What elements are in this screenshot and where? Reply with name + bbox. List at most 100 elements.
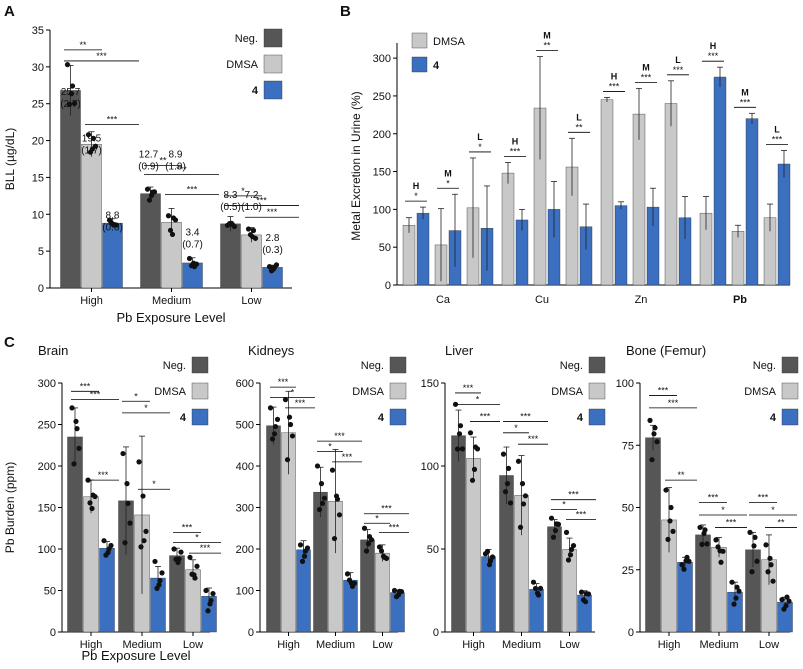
- panel-c-bone-y-tick-label: 100: [616, 378, 634, 390]
- panel-c-brain-data-point: [76, 445, 82, 451]
- panel-b-bar-dmsa-pb-m: [731, 231, 745, 286]
- panel-c-liver-data-point: [484, 548, 491, 555]
- panel-a-data-label-value: 3.4: [186, 228, 200, 239]
- panel-c-bone-data-point: [781, 606, 787, 612]
- panel-c-bone-data-point: [665, 536, 671, 542]
- panel-b-y-tick-label: 250: [373, 91, 391, 103]
- panel-c-bone-y-tick-label: 0: [628, 627, 634, 639]
- panel-c-bone-data-point: [649, 457, 655, 463]
- panel-c-liver-data-point: [530, 579, 537, 585]
- panel-a-data-point: [250, 227, 257, 234]
- panel-c-brain-legend-swatch-0: [191, 356, 209, 374]
- panel-a-data-point: [165, 213, 172, 219]
- panel-a-legend-label-1: DMSA: [226, 59, 258, 71]
- panel-c-bone-legend-label-0: Neg.: [753, 360, 776, 372]
- panel-c-brain-data-point: [194, 563, 200, 569]
- panel-c-liver-significance-label: ***: [480, 411, 491, 421]
- panel-a-data-point: [69, 83, 76, 89]
- panel-c-bone-data-point: [720, 548, 726, 554]
- panel-c-bone-legend-swatch-2: [781, 408, 799, 426]
- panel-c-liver-legend-label-0: Neg.: [560, 360, 583, 372]
- panel-c-liver-data-point: [471, 466, 478, 472]
- panel-a-data-label-sd: (0.3): [262, 245, 283, 256]
- panel-a-y-tick-label: 10: [32, 209, 44, 221]
- panel-c-brain-significance-label: ***: [182, 522, 193, 532]
- panel-b-level-label: M: [642, 62, 650, 72]
- panel-b-level-label: L: [477, 132, 483, 142]
- panel-a-data-point: [271, 264, 278, 270]
- panel-c-liver-data-point: [454, 446, 461, 452]
- panel-c-kidneys-legend-swatch-1: [389, 382, 407, 400]
- panel-c-kidneys-x-tick-label: Low: [372, 639, 392, 651]
- panel-a-data-label-value: 8.9: [169, 150, 183, 161]
- panel-c-kidneys-data-point: [334, 496, 341, 502]
- panel-c-bone-data-point: [668, 504, 674, 511]
- panel-b-significance-label: **: [575, 122, 583, 132]
- panel-c-liver-data-point: [563, 529, 570, 536]
- panel-c-liver-legend-swatch-0: [588, 356, 606, 374]
- panel-c-kidneys-data-point: [269, 436, 276, 442]
- panel-c-kidneys-x-tick-label: High: [277, 639, 300, 651]
- panel-c-brain-data-point: [203, 587, 209, 594]
- panel-a-data-point: [68, 91, 75, 97]
- panel-a-data-label-sd: (0.9): [138, 162, 159, 173]
- panel-c-brain-data-point: [89, 505, 95, 512]
- panel-c-kidneys-legend-label-1: DMSA: [352, 386, 384, 398]
- panel-c-kidneys-data-point: [381, 554, 388, 560]
- panel-c-bone-data-point: [765, 569, 771, 575]
- panel-a-significance-label: *: [241, 186, 245, 196]
- panel-a-data-point: [247, 232, 254, 238]
- panel-c-bone-data-point: [718, 559, 724, 565]
- panel-c-liver-data-point: [519, 481, 526, 487]
- panel-c-brain-data-point: [122, 540, 128, 546]
- panel-c-bone-bar-neg-high: [645, 437, 661, 633]
- panel-c-liver-data-point: [565, 557, 572, 563]
- panel-c-brain-x-tick-label: Low: [183, 639, 203, 651]
- panel-c-bone-significance-label: **: [677, 470, 685, 480]
- panel-c-bone-significance-label: ***: [726, 517, 737, 527]
- panel-c-brain-data-point: [178, 549, 184, 555]
- panel-b-significance-label: ***: [740, 97, 751, 107]
- panel-a-legend-swatch-2: [263, 80, 283, 100]
- panel-c-liver-data-point: [532, 585, 539, 592]
- panel-a-data-point: [111, 222, 118, 228]
- panel-c-brain-legend-swatch-2: [191, 408, 209, 426]
- panel-b-level-label: M: [444, 168, 452, 178]
- panel-c-kidneys-data-point: [316, 506, 323, 513]
- panel-label-c: C: [4, 334, 15, 351]
- panel-a-data-label-value: 19.5: [82, 133, 102, 144]
- panel-c-brain-significance-label: *: [134, 391, 138, 401]
- panel-c-bone-x-tick-label: High: [658, 639, 681, 651]
- panel-c-brain-title: Brain: [38, 343, 68, 358]
- panel-a-y-tick-label: 30: [32, 62, 44, 74]
- panel-c-bone-legend-label-2: 4: [770, 412, 777, 424]
- panel-c-brain-data-point: [210, 591, 216, 597]
- panel-c-brain-significance-label: ***: [80, 381, 91, 391]
- panel-b-significance-label: *: [446, 178, 450, 188]
- panel-b-bar-dmsa-zn-h: [600, 99, 614, 286]
- panel-c-brain-data-point: [69, 405, 75, 411]
- panel-c-kidneys-data-point: [378, 548, 385, 554]
- panel-c-brain-data-point: [154, 585, 160, 591]
- panel-c-kidneys-data-point: [396, 588, 403, 594]
- panel-c-brain-data-point: [136, 459, 142, 465]
- panel-c-brain-data-point: [187, 554, 193, 560]
- panel-a-bar-neg-high: [60, 90, 81, 289]
- panel-b-significance-label: *: [414, 191, 418, 201]
- panel-a-legend-label-0: Neg.: [235, 33, 258, 45]
- panel-c-bone-significance-label: ***: [708, 493, 719, 503]
- panel-a-data-label-sd: (2.7): [60, 99, 81, 110]
- panel-a-y-tick-label: 35: [32, 25, 44, 37]
- panel-c-brain-y-tick-label: 250: [38, 420, 56, 432]
- panel-a-data-label-value: 7.2: [245, 190, 259, 201]
- panel-c-bone-data-point: [681, 566, 687, 572]
- panel-c-liver-significance-label: ***: [463, 383, 474, 393]
- panel-c-bone-y-tick-label: 25: [622, 565, 634, 577]
- panel-b-significance-label: *: [478, 142, 482, 152]
- panel-c-kidneys-data-point: [302, 548, 309, 554]
- panel-c-bone-significance-label: **: [777, 517, 785, 527]
- panel-c-kidneys-x-tick-label: Medium: [316, 639, 355, 651]
- panel-c-liver-significance-label: ***: [568, 490, 579, 500]
- panel-c-liver-data-point: [459, 446, 466, 452]
